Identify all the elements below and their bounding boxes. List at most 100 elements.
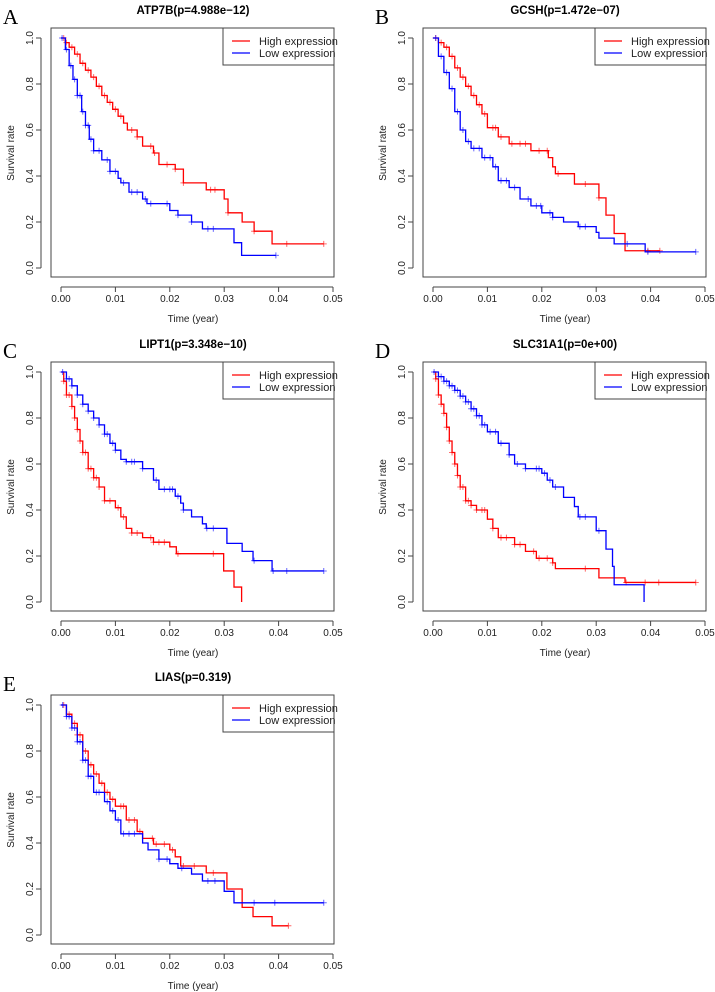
censor-mark — [443, 424, 450, 431]
censor-mark — [443, 44, 450, 51]
censor-mark — [644, 248, 651, 255]
censor-mark — [68, 44, 75, 51]
high-expression-curve — [433, 371, 696, 584]
censor-mark — [134, 189, 141, 196]
censor-mark — [503, 177, 510, 184]
censor-mark — [85, 122, 92, 129]
censor-mark — [164, 161, 171, 168]
censor-mark — [128, 530, 135, 536]
censor-mark — [104, 431, 111, 438]
censor-mark — [66, 392, 73, 398]
censor-mark — [459, 74, 466, 81]
censor-mark — [120, 513, 127, 520]
y-tick-label: 0.8 — [397, 77, 408, 91]
x-tick-label: 0.00 — [51, 628, 71, 639]
censor-mark — [692, 579, 699, 586]
x-tick-label: 0.04 — [269, 961, 289, 972]
censor-mark — [449, 382, 456, 389]
censor-mark — [487, 154, 494, 161]
panel-label: E — [3, 672, 16, 696]
x-tick-label: 0.05 — [695, 294, 715, 305]
chart-title: LIPT1(p=3.348e−10) — [139, 339, 247, 351]
censor-mark — [438, 53, 445, 60]
censor-mark — [537, 202, 544, 209]
censor-mark — [174, 212, 181, 219]
censor-mark — [131, 817, 138, 823]
censor-mark — [498, 534, 504, 541]
censor-mark — [87, 773, 94, 780]
censor-mark — [576, 223, 583, 230]
x-tick-label: 0.03 — [586, 294, 606, 305]
censor-mark — [71, 415, 78, 421]
censor-mark — [104, 798, 111, 805]
censor-mark — [530, 548, 537, 555]
censor-mark — [210, 525, 217, 532]
x-axis-label: Time (year) — [540, 314, 591, 325]
y-tick-label: 0.0 — [397, 261, 408, 275]
y-axis-label: Survival rate — [378, 125, 389, 181]
censor-mark — [79, 401, 86, 408]
censor-mark — [511, 541, 518, 548]
censor-mark — [481, 154, 488, 161]
censor-mark — [109, 807, 116, 814]
censor-mark — [96, 421, 103, 428]
censor-mark — [155, 539, 162, 546]
legend-label: High expression — [259, 703, 338, 715]
x-tick-label: 0.01 — [478, 294, 498, 305]
x-axis-label: Time (year) — [168, 314, 219, 325]
censor-mark — [582, 513, 589, 520]
censor-mark — [549, 214, 556, 221]
censor-mark — [112, 106, 119, 113]
censor-mark — [104, 156, 111, 163]
x-tick-label: 0.01 — [106, 294, 126, 305]
censor-mark — [492, 428, 499, 435]
censor-mark — [582, 223, 589, 230]
censor-mark — [87, 136, 94, 143]
chart-title: GCSH(p=1.472e−07) — [510, 5, 619, 17]
censor-mark — [492, 124, 499, 131]
censor-mark — [320, 899, 327, 906]
censor-mark — [459, 127, 466, 133]
censor-mark — [82, 757, 89, 764]
y-tick-label: 1.0 — [25, 365, 36, 379]
censor-mark — [134, 133, 141, 140]
km-panel-d: D SLC31A1(p=0e+00) 0.00 0.01 0.02 0.03 0.04 0.0… — [375, 339, 715, 659]
censor-mark — [96, 147, 103, 154]
censor-mark — [79, 108, 86, 115]
censor-mark — [191, 863, 198, 869]
censor-mark — [320, 240, 327, 247]
x-tick-label: 0.00 — [51, 294, 71, 305]
censor-mark — [106, 99, 113, 106]
x-tick-label: 0.05 — [323, 961, 343, 972]
x-tick-label: 0.01 — [106, 961, 126, 972]
censor-mark — [204, 877, 211, 884]
censor-mark — [498, 177, 504, 184]
legend-label: Low expression — [631, 48, 707, 60]
x-tick-label: 0.05 — [323, 294, 343, 305]
censor-mark — [71, 76, 78, 83]
censor-mark — [476, 412, 483, 419]
censor-mark — [115, 504, 122, 511]
censor-mark — [438, 39, 445, 46]
censor-mark — [251, 899, 258, 906]
censor-mark — [451, 461, 458, 467]
low-expression-curve — [61, 704, 324, 904]
censor-mark — [449, 53, 456, 60]
censor-mark — [180, 179, 187, 186]
y-tick-label: 1.0 — [25, 698, 36, 712]
censor-mark — [210, 550, 217, 557]
censor-mark — [59, 35, 66, 41]
censor-mark — [188, 219, 195, 225]
censor-mark — [68, 403, 75, 410]
x-tick-label: 0.05 — [695, 628, 715, 639]
censor-mark — [147, 143, 154, 150]
censor-mark — [438, 373, 445, 380]
x-tick-label: 0.01 — [478, 628, 498, 639]
censor-mark — [443, 69, 450, 76]
x-tick-label: 0.00 — [51, 961, 71, 972]
censor-mark — [87, 761, 94, 768]
censor-mark — [432, 35, 439, 41]
x-tick-label: 0.00 — [423, 628, 443, 639]
